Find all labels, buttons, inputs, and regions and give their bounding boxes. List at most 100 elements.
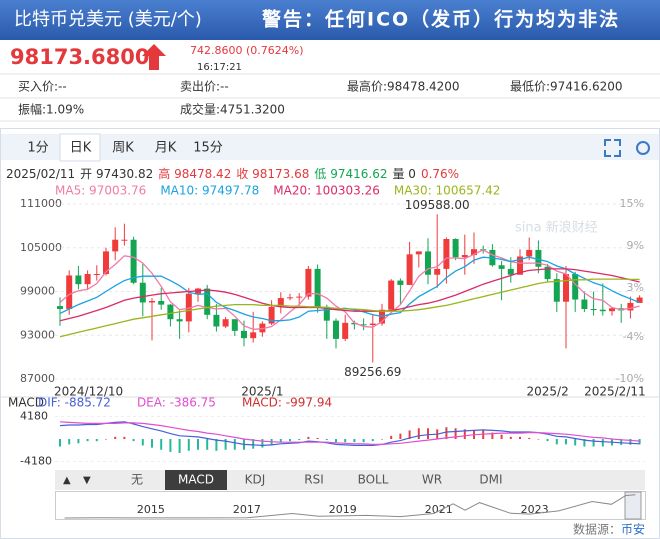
- down-button[interactable]: ▼: [83, 475, 91, 486]
- tab[interactable]: 月K: [155, 141, 177, 156]
- x-tick-label: 2015: [137, 503, 165, 516]
- indicator-tab[interactable]: KDJ: [245, 473, 266, 487]
- macd-bar: [509, 436, 512, 439]
- tab[interactable]: 15分: [193, 141, 223, 156]
- candle-body: [250, 332, 257, 339]
- macd-bar: [233, 439, 236, 450]
- macd-bar: [123, 436, 126, 439]
- ma-line: [59, 249, 640, 331]
- indicator-bar: [55, 470, 645, 490]
- info-item: 0.76%: [421, 167, 459, 181]
- candle-body: [627, 302, 634, 311]
- macd-bar: [537, 439, 540, 440]
- macd-bar: [583, 439, 586, 447]
- candle-body: [581, 299, 588, 309]
- indicator-tab[interactable]: MACD: [178, 473, 214, 487]
- x-tick-label: 2021: [425, 503, 453, 516]
- candle-body: [471, 249, 477, 256]
- candle-body: [314, 268, 321, 307]
- candle-body: [563, 274, 569, 302]
- y2-tick-label: 9%: [627, 239, 644, 252]
- candle-body: [112, 239, 119, 252]
- navigator: [55, 491, 646, 520]
- stat: 振幅:1.09%: [18, 102, 84, 117]
- macd-bar: [261, 439, 264, 448]
- x-tick-label: 2025/2/11: [584, 385, 646, 399]
- macd-bar: [169, 439, 172, 452]
- info-item: 量 0: [392, 167, 415, 181]
- candle-body: [296, 296, 303, 298]
- macd-bar: [620, 439, 623, 445]
- candle-body: [526, 249, 533, 257]
- macd-bar: [59, 439, 61, 447]
- macd-bar: [215, 439, 218, 451]
- warning: 警告：任何ICO（发币）行为均为非法: [262, 8, 620, 31]
- y-tick-label: 93000: [20, 328, 55, 341]
- candle-body: [553, 279, 560, 302]
- indicator-tab[interactable]: WR: [422, 473, 442, 487]
- macd-bar: [463, 429, 466, 439]
- candle-body: [434, 268, 441, 275]
- macd-bar: [252, 439, 255, 449]
- indicator-tab[interactable]: DMI: [479, 473, 502, 487]
- candle-body: [121, 239, 128, 241]
- indicator-selected: [165, 470, 227, 490]
- macd-bar: [325, 439, 328, 441]
- macd-bar: [638, 439, 641, 445]
- navigator-handle[interactable]: [624, 491, 642, 520]
- candle-body: [507, 268, 514, 275]
- candle-body: [176, 319, 183, 322]
- macd-bar: [187, 439, 190, 451]
- macd-bar: [528, 437, 531, 439]
- macd-bar: [565, 439, 567, 445]
- macd-bar: [408, 430, 411, 439]
- macd-bar: [371, 439, 374, 442]
- settings-icon[interactable]: [636, 141, 650, 155]
- candle-body: [406, 254, 413, 285]
- macd-bar: [279, 439, 282, 443]
- candle-body: [544, 266, 551, 280]
- indicator-tab[interactable]: RSI: [304, 473, 324, 487]
- y-tick-label: 99000: [20, 285, 55, 298]
- candle-body: [149, 300, 155, 303]
- macd-bar: [335, 439, 337, 443]
- candle-body: [572, 274, 579, 300]
- candle-body: [259, 323, 266, 333]
- change: 742.8600 (0.7624%): [190, 44, 304, 57]
- macd-bar: [68, 439, 71, 445]
- candle-body: [93, 274, 100, 275]
- macd-bar: [454, 428, 457, 439]
- max-label: 109588.00: [405, 198, 470, 212]
- candle-body: [130, 239, 137, 283]
- macd-title: MACD: [8, 396, 44, 410]
- x-tick-label: 2024/12/10: [54, 385, 123, 399]
- indicator-tab[interactable]: 无: [131, 473, 143, 487]
- stat: 卖出价:--: [180, 80, 229, 94]
- macd-bar: [95, 439, 98, 442]
- up-button[interactable]: ▲: [63, 475, 71, 486]
- tab-selected: [59, 133, 101, 162]
- candle-body: [287, 297, 293, 299]
- x-tick-label: 2025/1: [241, 385, 283, 399]
- macd-bar: [307, 436, 310, 439]
- candle-body: [333, 320, 339, 339]
- candle-body: [599, 309, 606, 312]
- macd-bar: [224, 439, 227, 450]
- macd-bar: [519, 436, 521, 439]
- up-arrow: [142, 44, 166, 70]
- tab[interactable]: 1分: [27, 141, 48, 156]
- tab[interactable]: 日K: [70, 141, 92, 156]
- macd-bar: [289, 439, 291, 442]
- fullscreen-icon[interactable]: [604, 139, 621, 157]
- candle-body: [636, 297, 643, 303]
- candle-body: [84, 274, 91, 285]
- candle-body: [213, 314, 220, 327]
- candle-body: [158, 300, 165, 305]
- y-tick-label: -4180: [20, 454, 52, 467]
- min-label: 89256.69: [344, 365, 401, 379]
- indicator-tab[interactable]: BOLL: [358, 473, 389, 487]
- tab[interactable]: 周K: [112, 141, 134, 156]
- stat: 最低价:97416.6200: [510, 80, 623, 94]
- legend-entry: MA20: 100303.26: [273, 184, 380, 198]
- y2-tick-label: -10%: [616, 372, 644, 385]
